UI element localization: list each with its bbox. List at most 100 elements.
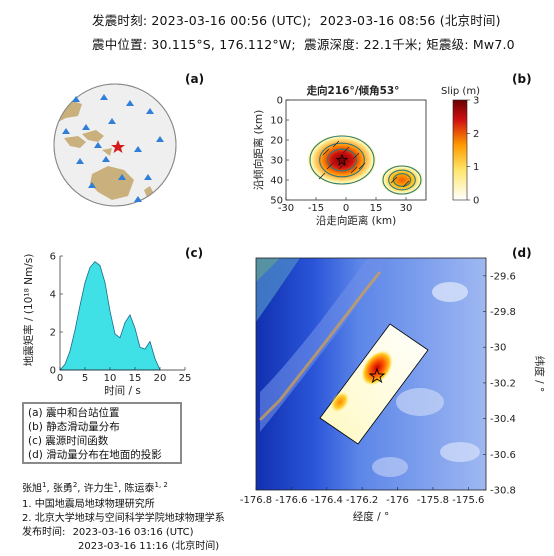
x-tick-label: 0 (343, 203, 349, 214)
y-axis-label: 沿倾向距离 (km) (252, 110, 265, 190)
longitude-tick-label: -176.6 (275, 495, 307, 506)
longitude-tick-label: -176.8 (240, 495, 272, 506)
longitude-tick-label: -176 (386, 495, 409, 506)
legend-item-a: (a) 震中和台站位置 (28, 407, 120, 419)
slip-vector (352, 152, 360, 160)
y-tick-label: 20 (270, 136, 283, 147)
header-line-1: 发震时刻: 2023-03-16 00:56 (UTC); 2023-03-16… (92, 13, 501, 28)
colorbar-title: Slip (m) (441, 86, 480, 97)
author-names: 张旭1, 张勇2, 许力生1, 陈运泰1, 2 (22, 481, 168, 495)
origin-time-beijing: 2023-03-16 08:56 (北京时间) (319, 13, 501, 28)
slip-contour (309, 135, 375, 185)
epicenter-label: 震中位置 (92, 37, 143, 52)
station-icon (102, 156, 110, 162)
y-tick-label: 4 (50, 290, 56, 301)
colorbar-tick-label: 1 (473, 162, 479, 173)
station-icon (62, 128, 70, 134)
y-tick-label: 6 (50, 252, 56, 263)
slip-patches (308, 135, 423, 195)
x-axis-label: 沿走向距离 (km) (316, 214, 396, 227)
station-icon (108, 118, 116, 124)
panel-label-c: (c) (185, 246, 204, 260)
header-line-2: 震中位置: 30.115°S, 176.112°W; 震源深度: 22.1千米;… (92, 37, 515, 52)
x-tick-label: 30 (400, 203, 413, 214)
magnitude-value: Mw7.0 (472, 37, 515, 52)
y-tick-label: 0 (50, 366, 56, 377)
slip-vector (318, 172, 326, 180)
colorbar-tick-label: 2 (473, 129, 479, 140)
station-icon (134, 146, 142, 152)
surface-projection-map: -176.8 -176.6 -176.4 -176.2 -176 -175.8 -175.6… (240, 257, 546, 523)
station-icon (156, 136, 164, 142)
y-tick-label: 30 (270, 156, 283, 167)
release-time-beijing: 2023-03-16 11:16 (北京时间) (78, 541, 220, 553)
y-tick-label: 10 (270, 116, 283, 127)
stf-plot: 0 5 10 15 20 25 0 2 4 6 时间 / s 地震矩率 / (10¹⁸ Nm/s) (22, 252, 191, 398)
station-icon (82, 124, 90, 130)
slip-vector (326, 162, 334, 170)
y-axis-label: 地震矩率 / (10¹⁸ Nm/s) (22, 254, 35, 367)
slip-vector (390, 176, 398, 184)
slip-vector (350, 166, 358, 174)
slip-contour (382, 165, 422, 195)
panel-legend: (a) 震中和台站位置 (b) 静态滑动量分布 (c) 震源时间函数 (d) 滑… (22, 402, 182, 464)
depth-label: 震源深度 (304, 37, 355, 52)
legend-item-c: (c) 震源时间函数 (28, 435, 109, 447)
colorbar-ticks: 0 1 2 3 (467, 96, 479, 207)
slip-vector (358, 162, 366, 170)
longitude-tick-label: -176.4 (311, 495, 343, 506)
x-tick-label: -15 (308, 203, 324, 214)
map-axes: -176.8 -176.6 -176.4 -176.2 -176 -175.8 -175.6… (240, 271, 546, 523)
slip-patch (385, 168, 419, 192)
longitude-tick-label: -175.8 (417, 495, 449, 506)
latitude-tick-label: -30.4 (490, 414, 516, 425)
x-tick-label: 5 (82, 373, 88, 384)
station-icon (134, 196, 142, 202)
station-icon (72, 96, 80, 102)
panel-label-a: (a) (185, 72, 205, 86)
affiliation-1: 1. 中国地震局地球物理研究所 (22, 499, 155, 511)
x-tick-label: 10 (104, 373, 117, 384)
x-tick-label: 0 (57, 373, 63, 384)
station-icon (94, 142, 102, 148)
slip-panel-title: 走向216°/倾角53° (306, 84, 400, 97)
colorbar-tick-label: 0 (473, 196, 479, 207)
y-tick-label: 2 (50, 328, 56, 339)
latitude-tick-label: -30 (490, 343, 506, 354)
affiliation-2: 2. 北京大学地球与空间科学学院地球物理学系 (22, 513, 225, 525)
depth-value: 22.1千米 (363, 37, 418, 52)
latitude-tick-label: -30.8 (490, 486, 516, 497)
station-icon (76, 158, 84, 164)
origin-time-label: 发震时刻 (92, 13, 143, 28)
source-time-function-chart: 0 5 10 15 20 25 0 2 4 6 时间 / s 地震矩率 / (10¹⁸ Nm/s) (22, 252, 191, 398)
latitude-tick-label: -30.2 (490, 378, 516, 389)
release-time: 发布时间: 2023-03-16 03:16 (UTC) (22, 526, 225, 540)
slip-vector (322, 148, 330, 156)
origin-time-utc: 2023-03-16 00:56 (UTC) (151, 13, 307, 28)
slip-colorbar (452, 99, 468, 201)
station-icon (100, 94, 108, 100)
station-icon (144, 174, 152, 180)
slip-contour (388, 169, 416, 191)
station-icon (88, 182, 96, 188)
latitude-tick-label: -30.6 (490, 450, 516, 461)
y-tick-label: 40 (270, 176, 283, 187)
longitude-tick-label: -175.6 (452, 495, 484, 506)
y-tick-label: 50 (270, 196, 283, 207)
slip-vector (342, 146, 350, 154)
latitude-tick-label: -29.6 (490, 271, 516, 282)
x-tick-label: 20 (154, 373, 167, 384)
slip-contour (319, 142, 365, 178)
longitude-tick-label: -176.2 (346, 495, 378, 506)
release-label: 发布时间: (22, 527, 66, 539)
slip-vector (332, 140, 340, 148)
x-tick-label: -30 (278, 203, 294, 214)
station-icon (146, 108, 154, 114)
magnitude-label: 矩震级 (426, 37, 465, 52)
longitude-axis-label: 经度 / ° (353, 510, 389, 523)
author-block: 张旭1, 张勇2, 许力生1, 陈运泰1, 2 1. 中国地震局地球物理研究所 … (22, 478, 225, 554)
station-markers (62, 94, 164, 202)
station-icon (118, 174, 126, 180)
slip-patch (312, 138, 372, 182)
y-tick-label: 0 (277, 96, 283, 107)
